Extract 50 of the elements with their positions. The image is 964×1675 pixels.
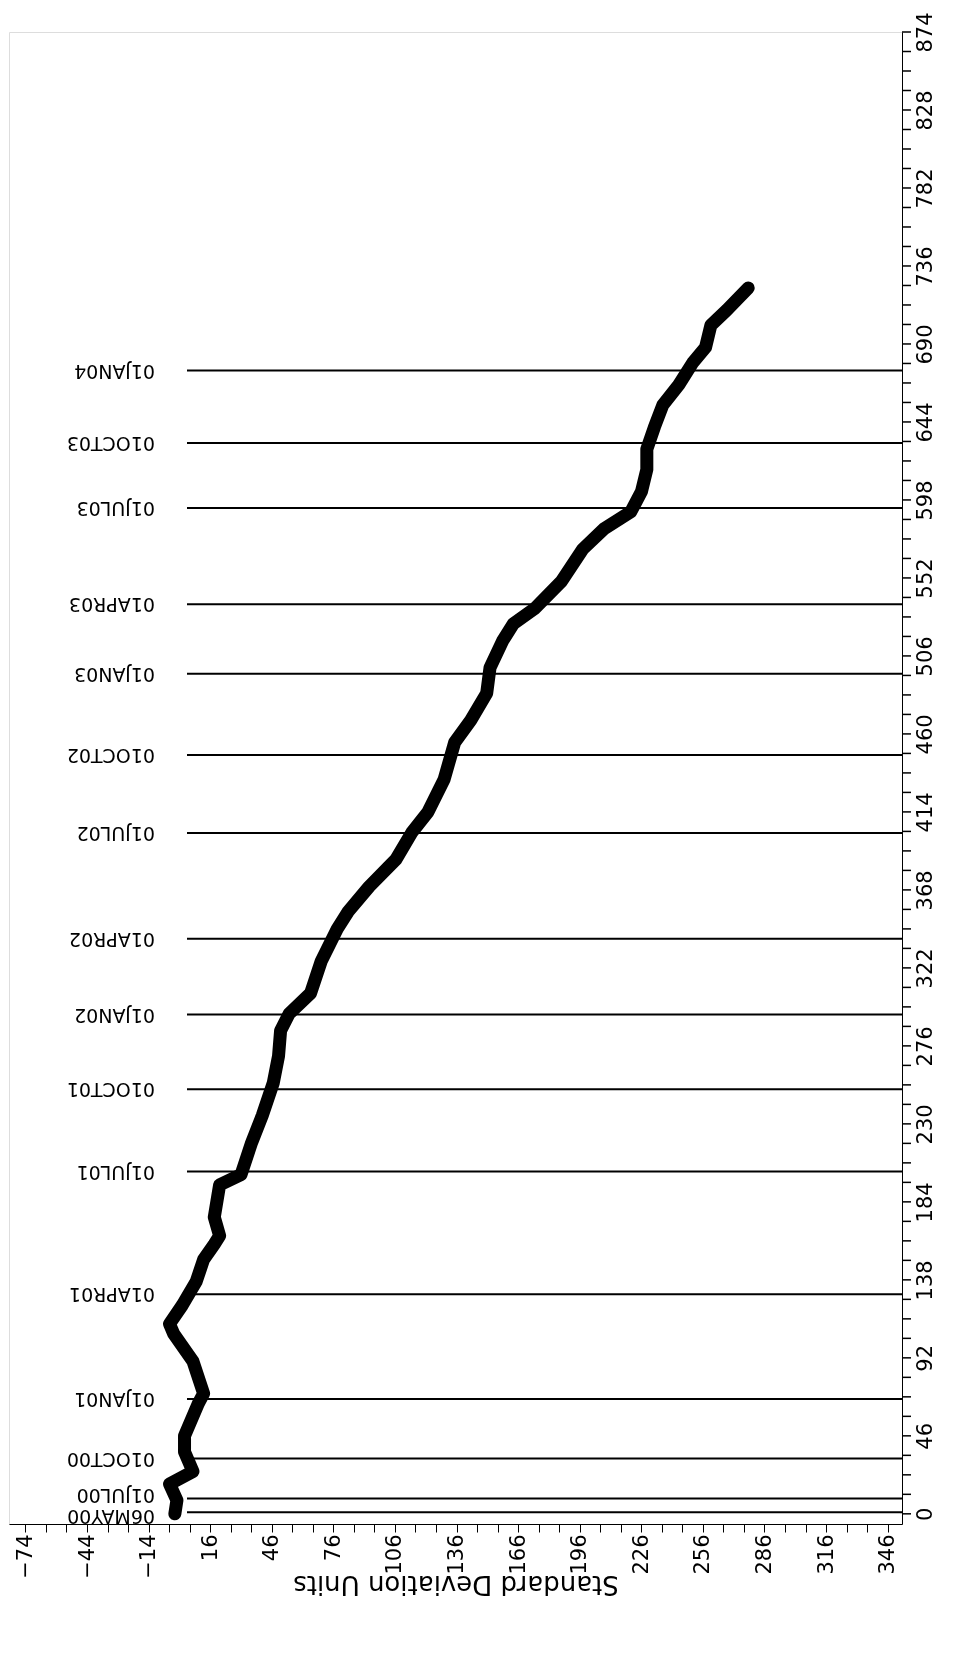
- ref-line-label: 01APR03: [68, 594, 155, 617]
- ref-line-label: 01OCT02: [66, 744, 155, 767]
- y-tick-label: 414: [912, 792, 937, 833]
- y-tick-label: 92: [912, 1344, 937, 1372]
- x-tick-label: 226: [628, 1534, 653, 1575]
- x-tick-label: 16: [197, 1534, 222, 1562]
- ref-line-label: 01OCT00: [66, 1448, 155, 1471]
- ref-line-label: 01JUL03: [76, 498, 155, 521]
- x-tick-label: 286: [751, 1534, 776, 1575]
- y-tick-label: 506: [912, 636, 937, 677]
- y-tick-label: 276: [912, 1026, 937, 1067]
- ref-line-label: 01OCT01: [66, 1079, 155, 1102]
- ref-line-label: 01APR02: [68, 928, 155, 951]
- y-tick-label: 368: [912, 870, 937, 911]
- ref-line-label: 01JAN01: [74, 1388, 155, 1411]
- x-tick-label: −44: [74, 1534, 99, 1579]
- y-tick-label: 322: [912, 948, 937, 989]
- x-tick-label: 46: [259, 1534, 284, 1562]
- x-tick-label: 136: [444, 1534, 469, 1575]
- ref-line-label: 01JAN02: [74, 1004, 155, 1027]
- y-tick-label: 690: [912, 324, 937, 365]
- ref-line-label: 01JUL00: [76, 1484, 155, 1507]
- y-tick-label: 644: [912, 402, 937, 443]
- y-tick-label: 184: [912, 1182, 937, 1223]
- y-tick-label: 230: [912, 1104, 937, 1145]
- y-tick-label: 460: [912, 714, 937, 755]
- ref-line-label: 01JUL01: [76, 1161, 155, 1184]
- ref-line-label: 01JAN04: [74, 360, 155, 383]
- y-tick-label: 46: [912, 1422, 937, 1450]
- y-tick-label: 0: [912, 1507, 937, 1522]
- x-tick-label: 256: [690, 1534, 715, 1575]
- y-tick-label: 736: [912, 246, 937, 287]
- x-tick-label: 316: [813, 1534, 838, 1575]
- x-tick-label: −74: [12, 1534, 37, 1579]
- x-tick-label: 166: [505, 1534, 530, 1575]
- ref-line-label: 01OCT03: [66, 432, 155, 455]
- x-tick-label: 196: [567, 1534, 592, 1575]
- y-tick-label: 874: [912, 12, 937, 53]
- y-tick-label: 552: [912, 558, 937, 599]
- x-tick-label: 76: [320, 1534, 345, 1562]
- y-tick-label: 138: [912, 1260, 937, 1301]
- x-tick-label: 346: [875, 1534, 900, 1575]
- ref-line-label: 06MAY00: [67, 1505, 155, 1528]
- x-tick-label: −14: [136, 1534, 161, 1579]
- ref-line-label: 01APR01: [68, 1284, 155, 1307]
- y-tick-label: 598: [912, 480, 937, 521]
- y-tick-label: 782: [912, 168, 937, 209]
- ref-line-label: 01JUL02: [76, 822, 155, 845]
- ref-line-label: 01JAN03: [74, 663, 155, 686]
- y-tick-label: 828: [912, 90, 937, 131]
